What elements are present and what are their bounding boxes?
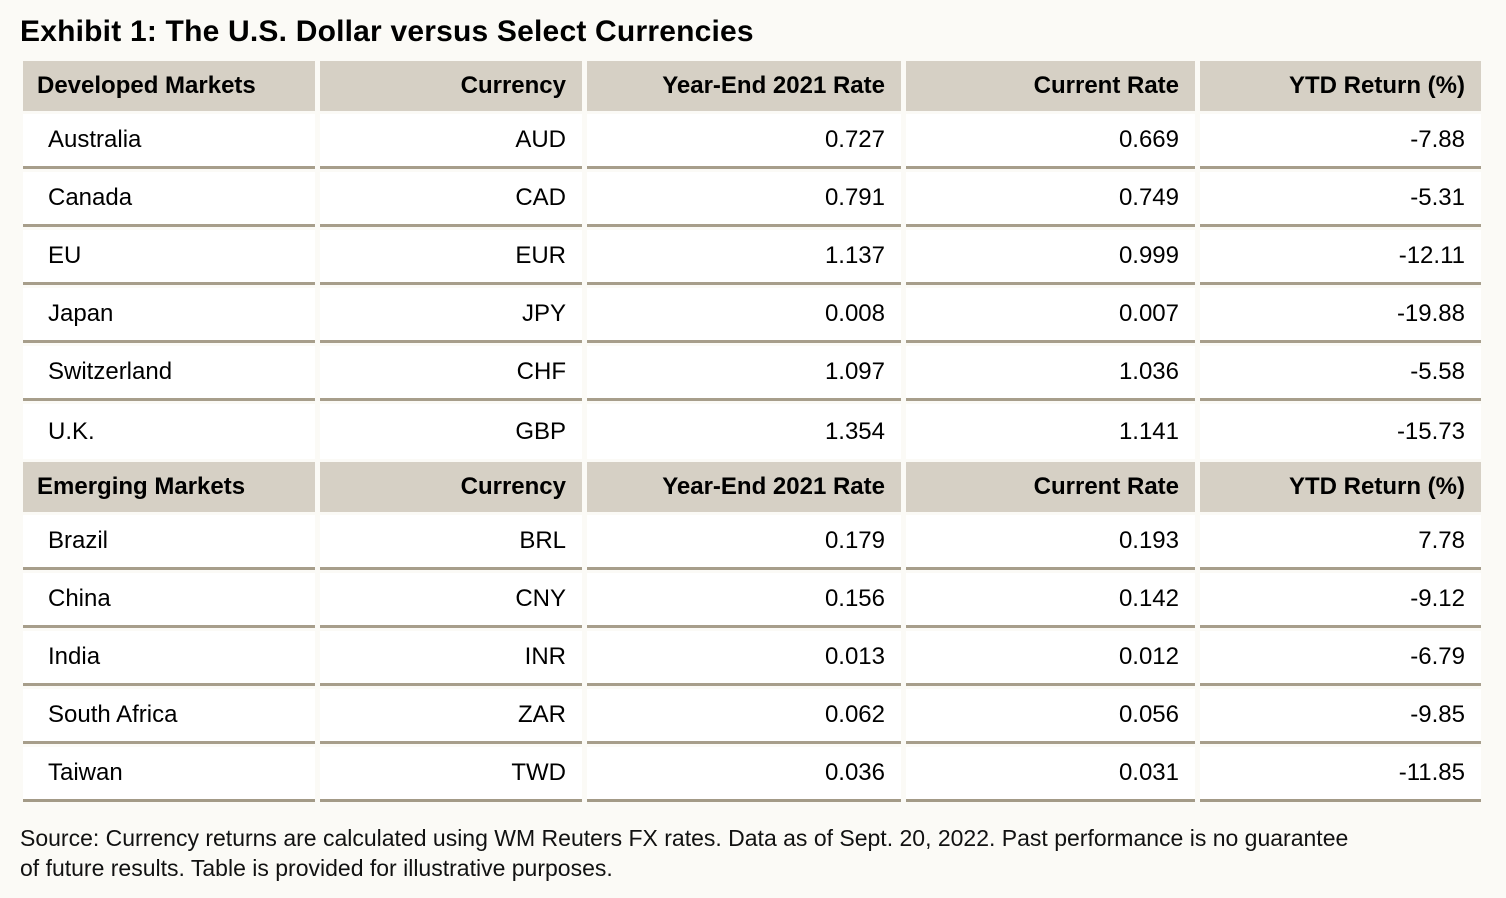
- ytd-return-cell: -19.88: [1200, 288, 1481, 343]
- current-rate-cell: 0.669: [906, 114, 1195, 169]
- source-note-line: of future results. Table is provided for…: [20, 855, 613, 881]
- currency-cell: EUR: [320, 230, 582, 285]
- column-header-ytd-return: YTD Return (%): [1200, 61, 1481, 111]
- ytd-return-cell: -15.73: [1200, 404, 1481, 459]
- current-rate-cell: 0.056: [906, 689, 1195, 744]
- table-row-brazil: Brazil BRL 0.179 0.193 7.78: [23, 515, 1481, 570]
- source-note-line: Source: Currency returns are calculated …: [20, 825, 1349, 851]
- ytd-return-cell: -6.79: [1200, 631, 1481, 686]
- year-end-rate-cell: 0.008: [587, 288, 901, 343]
- year-end-rate-cell: 1.137: [587, 230, 901, 285]
- currency-cell: CNY: [320, 573, 582, 628]
- ytd-return-cell: -7.88: [1200, 114, 1481, 169]
- column-header-current-rate: Current Rate: [906, 61, 1195, 111]
- year-end-rate-cell: 0.179: [587, 515, 901, 570]
- country-cell: Japan: [23, 288, 315, 343]
- current-rate-cell: 0.031: [906, 747, 1195, 802]
- year-end-rate-cell: 0.013: [587, 631, 901, 686]
- column-header-current-rate: Current Rate: [906, 462, 1195, 512]
- ytd-return-cell: -12.11: [1200, 230, 1481, 285]
- currency-cell: JPY: [320, 288, 582, 343]
- column-header-emerging-markets: Emerging Markets: [23, 462, 315, 512]
- table-row-taiwan: Taiwan TWD 0.036 0.031 -11.85: [23, 747, 1481, 802]
- source-note: Source: Currency returns are calculated …: [20, 823, 1488, 883]
- currency-table: Developed Markets Currency Year-End 2021…: [18, 58, 1486, 805]
- year-end-rate-cell: 0.156: [587, 573, 901, 628]
- emerging-markets-header-row: Emerging Markets Currency Year-End 2021 …: [23, 462, 1481, 512]
- currency-cell: GBP: [320, 404, 582, 459]
- year-end-rate-cell: 0.791: [587, 172, 901, 227]
- table-row-south-africa: South Africa ZAR 0.062 0.056 -9.85: [23, 689, 1481, 744]
- current-rate-cell: 0.012: [906, 631, 1195, 686]
- table-row-australia: Australia AUD 0.727 0.669 -7.88: [23, 114, 1481, 169]
- current-rate-cell: 0.999: [906, 230, 1195, 285]
- currency-cell: AUD: [320, 114, 582, 169]
- country-cell: EU: [23, 230, 315, 285]
- year-end-rate-cell: 1.354: [587, 404, 901, 459]
- currency-cell: CHF: [320, 346, 582, 401]
- ytd-return-cell: -5.31: [1200, 172, 1481, 227]
- table-row-japan: Japan JPY 0.008 0.007 -19.88: [23, 288, 1481, 343]
- currency-cell: BRL: [320, 515, 582, 570]
- column-header-currency: Currency: [320, 61, 582, 111]
- country-cell: Australia: [23, 114, 315, 169]
- ytd-return-cell: -11.85: [1200, 747, 1481, 802]
- table-row-india: India INR 0.013 0.012 -6.79: [23, 631, 1481, 686]
- year-end-rate-cell: 0.036: [587, 747, 901, 802]
- year-end-rate-cell: 0.062: [587, 689, 901, 744]
- year-end-rate-cell: 1.097: [587, 346, 901, 401]
- current-rate-cell: 0.142: [906, 573, 1195, 628]
- country-cell: Taiwan: [23, 747, 315, 802]
- country-cell: China: [23, 573, 315, 628]
- ytd-return-cell: 7.78: [1200, 515, 1481, 570]
- column-header-currency: Currency: [320, 462, 582, 512]
- table-row-eu: EU EUR 1.137 0.999 -12.11: [23, 230, 1481, 285]
- ytd-return-cell: -9.12: [1200, 573, 1481, 628]
- current-rate-cell: 1.141: [906, 404, 1195, 459]
- ytd-return-cell: -5.58: [1200, 346, 1481, 401]
- country-cell: South Africa: [23, 689, 315, 744]
- current-rate-cell: 0.007: [906, 288, 1195, 343]
- current-rate-cell: 1.036: [906, 346, 1195, 401]
- country-cell: Canada: [23, 172, 315, 227]
- country-cell: India: [23, 631, 315, 686]
- country-cell: Brazil: [23, 515, 315, 570]
- page-title: Exhibit 1: The U.S. Dollar versus Select…: [20, 15, 754, 48]
- table-row-china: China CNY 0.156 0.142 -9.12: [23, 573, 1481, 628]
- current-rate-cell: 0.749: [906, 172, 1195, 227]
- current-rate-cell: 0.193: [906, 515, 1195, 570]
- table-row-uk: U.K. GBP 1.354 1.141 -15.73: [23, 404, 1481, 459]
- currency-cell: CAD: [320, 172, 582, 227]
- table-row-switzerland: Switzerland CHF 1.097 1.036 -5.58: [23, 346, 1481, 401]
- column-header-year-end-2021-rate: Year-End 2021 Rate: [587, 61, 901, 111]
- column-header-year-end-2021-rate: Year-End 2021 Rate: [587, 462, 901, 512]
- table-row-canada: Canada CAD 0.791 0.749 -5.31: [23, 172, 1481, 227]
- country-cell: Switzerland: [23, 346, 315, 401]
- country-cell: U.K.: [23, 404, 315, 459]
- currency-cell: INR: [320, 631, 582, 686]
- column-header-developed-markets: Developed Markets: [23, 61, 315, 111]
- developed-markets-header-row: Developed Markets Currency Year-End 2021…: [23, 61, 1481, 111]
- ytd-return-cell: -9.85: [1200, 689, 1481, 744]
- currency-cell: ZAR: [320, 689, 582, 744]
- column-header-ytd-return: YTD Return (%): [1200, 462, 1481, 512]
- currency-cell: TWD: [320, 747, 582, 802]
- year-end-rate-cell: 0.727: [587, 114, 901, 169]
